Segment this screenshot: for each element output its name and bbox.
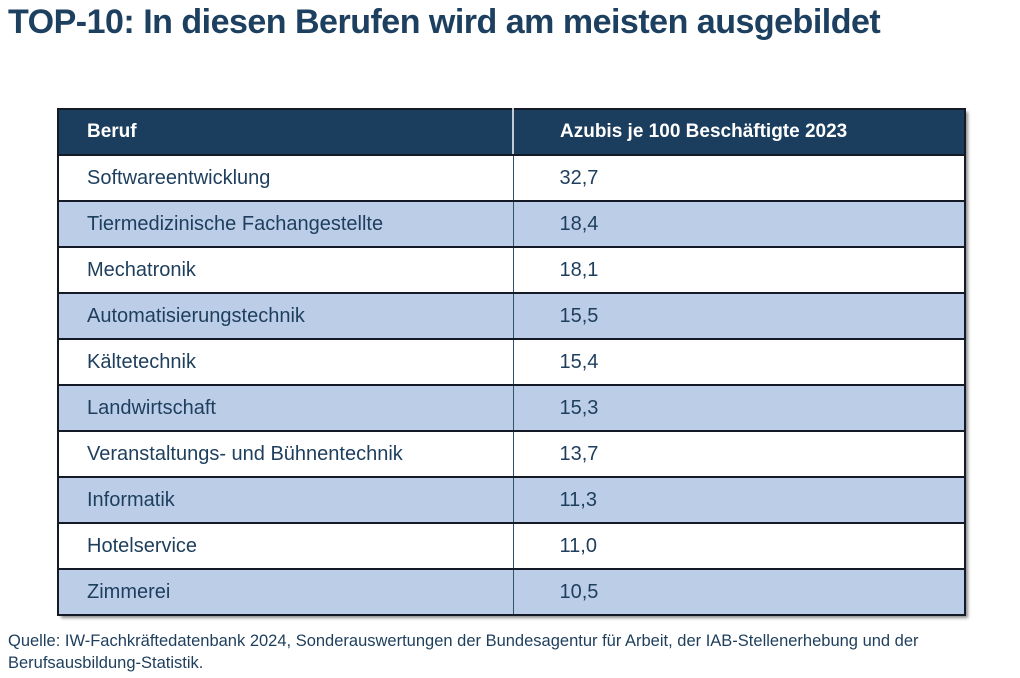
table-header-row: Beruf Azubis je 100 Beschäftigte 2023 — [58, 109, 965, 156]
source-note: Quelle: IW-Fachkräftedatenbank 2024, Son… — [8, 632, 919, 672]
value-cell: 32,7 — [512, 155, 965, 201]
beruf-cell: Automatisierungstechnik — [58, 293, 513, 339]
value-cell: 18,4 — [512, 201, 965, 247]
beruf-cell: Softwareentwicklung — [58, 155, 513, 201]
column-header-beruf: Beruf — [58, 109, 513, 156]
table-row: Zimmerei 10,5 — [58, 569, 965, 615]
column-header-azubis: Azubis je 100 Beschäftigte 2023 — [512, 109, 965, 156]
beruf-cell: Kältetechnik — [58, 339, 513, 385]
beruf-cell: Mechatronik — [58, 247, 513, 293]
top10-table: Beruf Azubis je 100 Beschäftigte 2023 So… — [57, 108, 966, 616]
table-row: Softwareentwicklung 32,7 — [58, 155, 965, 201]
value-cell: 13,7 — [512, 431, 965, 477]
table-row: Tiermedizinische Fachangestellte 18,4 — [58, 201, 965, 247]
beruf-cell: Landwirtschaft — [58, 385, 513, 431]
table-row: Landwirtschaft 15,3 — [58, 385, 965, 431]
table-row: Kältetechnik 15,4 — [58, 339, 965, 385]
beruf-cell: Zimmerei — [58, 569, 513, 615]
value-cell: 15,5 — [512, 293, 965, 339]
value-cell: 11,3 — [512, 477, 965, 523]
table-body: Softwareentwicklung 32,7 Tiermedizinisch… — [58, 155, 965, 615]
value-cell: 10,5 — [512, 569, 965, 615]
table-row: Mechatronik 18,1 — [58, 247, 965, 293]
beruf-cell: Tiermedizinische Fachangestellte — [58, 201, 513, 247]
page-title: TOP-10: In diesen Berufen wird am meiste… — [8, 3, 881, 41]
beruf-cell: Hotelservice — [58, 523, 513, 569]
value-cell: 11,0 — [512, 523, 965, 569]
beruf-cell: Veranstaltungs- und Bühnentechnik — [58, 431, 513, 477]
beruf-cell: Informatik — [58, 477, 513, 523]
value-cell: 15,4 — [512, 339, 965, 385]
table-row: Veranstaltungs- und Bühnentechnik 13,7 — [58, 431, 965, 477]
table-row: Informatik 11,3 — [58, 477, 965, 523]
table-row: Hotelservice 11,0 — [58, 523, 965, 569]
value-cell: 15,3 — [512, 385, 965, 431]
value-cell: 18,1 — [512, 247, 965, 293]
table-row: Automatisierungstechnik 15,5 — [58, 293, 965, 339]
